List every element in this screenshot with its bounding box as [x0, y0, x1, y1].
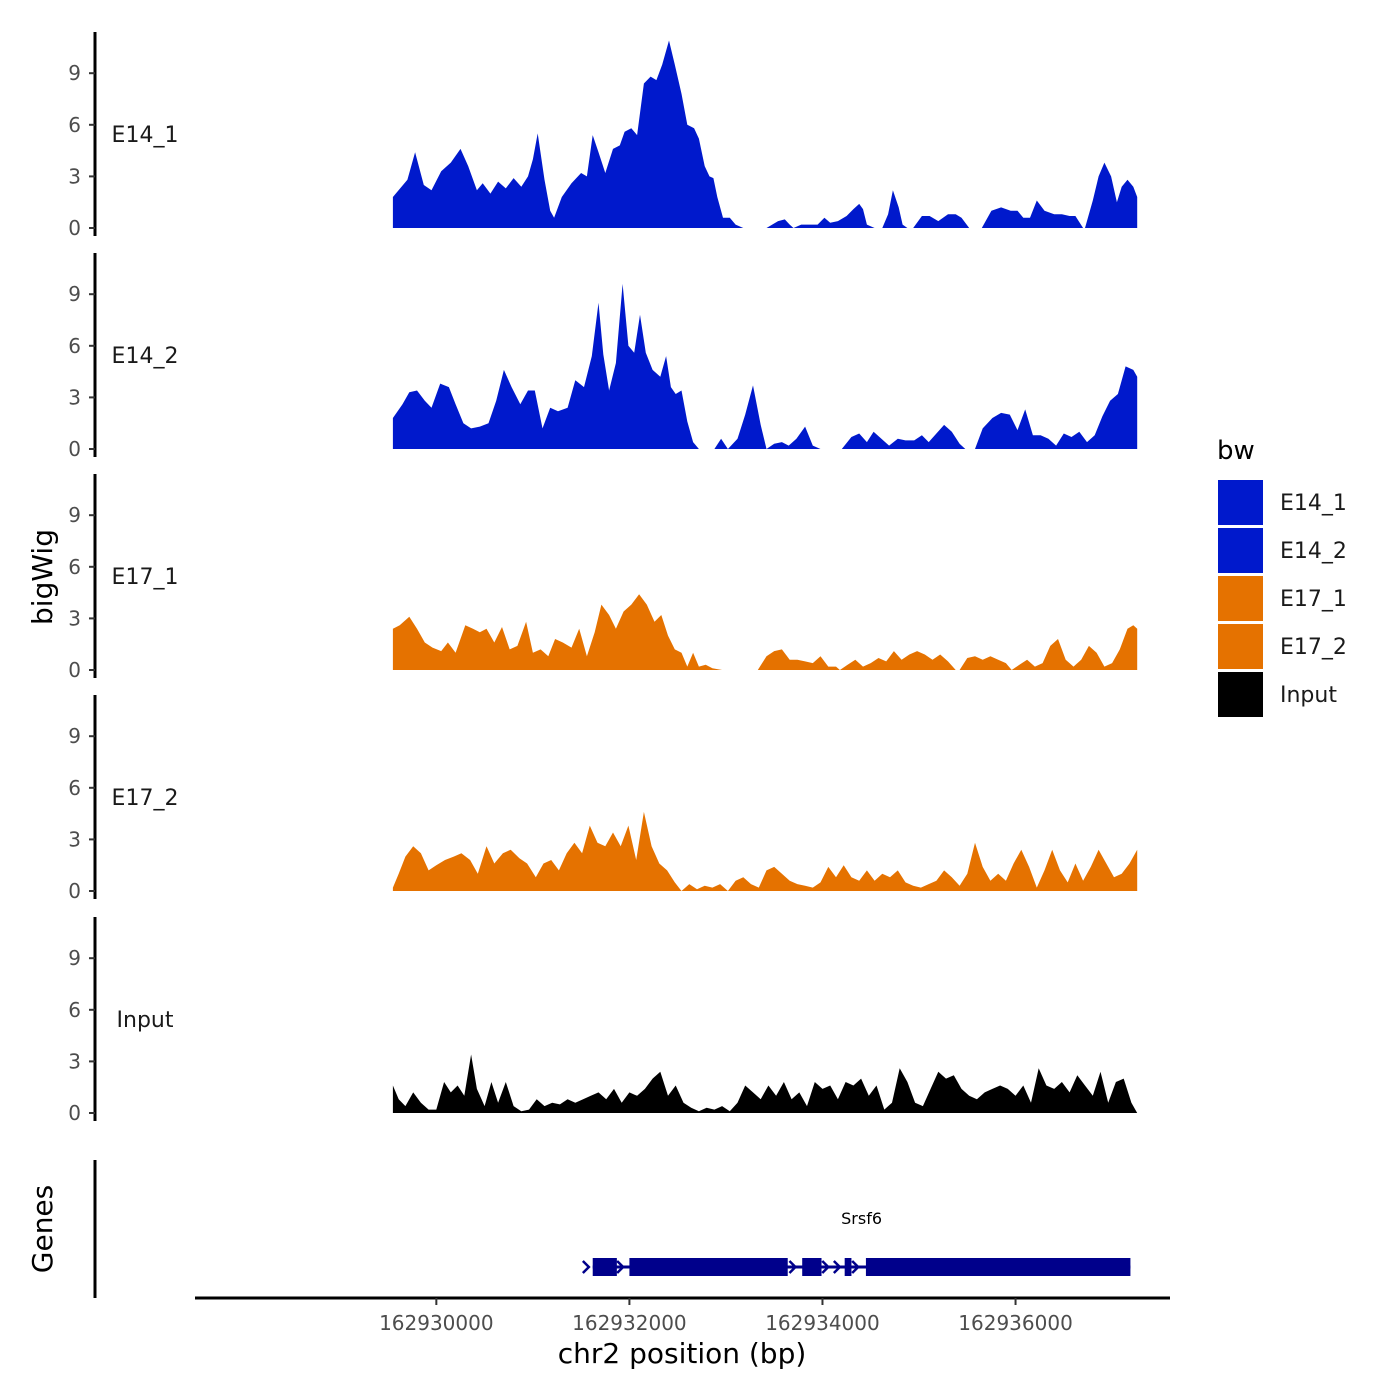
y-tick-label: 0	[68, 1101, 81, 1125]
y-tick-label: 3	[68, 827, 81, 851]
y-tick-label: 0	[68, 216, 81, 240]
area-E14_2	[841, 424, 966, 449]
track-Input: 0 3 6 9 Input	[68, 917, 1138, 1125]
x-axis-title: chr2 position (bp)	[558, 1337, 807, 1370]
x-tick-label: 162936000	[958, 1311, 1073, 1335]
area-Input	[392, 1054, 1138, 1113]
y-tick-label: 9	[68, 282, 81, 306]
track-label: E14_1	[112, 123, 179, 148]
area-E14_2	[714, 385, 821, 449]
area-E14_1	[392, 40, 744, 228]
legend-title: bw	[1217, 436, 1255, 466]
y-tick-label: 6	[68, 555, 81, 579]
strand-arrow	[616, 1260, 625, 1274]
area-E14_2	[975, 366, 1138, 449]
area-E17_1	[757, 649, 956, 670]
legend-swatch	[1218, 624, 1263, 669]
legend-swatch	[1218, 672, 1263, 717]
y-tick-label: 6	[68, 113, 81, 137]
legend-label: E14_2	[1280, 539, 1347, 564]
y-tick-label: 6	[68, 776, 81, 800]
legend-swatch	[1218, 480, 1263, 525]
y-tick-label: 9	[68, 503, 81, 527]
track-label: E17_1	[112, 565, 179, 590]
area-E14_2	[392, 283, 699, 449]
area-E17_1	[392, 594, 723, 670]
track-label: Input	[117, 1008, 174, 1033]
strand-arrow	[581, 1260, 591, 1274]
gene-exon	[802, 1258, 822, 1276]
track-E14_1: 0 3 6 9 E14_1	[68, 32, 1138, 240]
y-axis-title: bigWig	[26, 529, 59, 625]
y-tick-label: 6	[68, 998, 81, 1022]
track-label: E14_2	[112, 344, 179, 369]
y-tick-label: 9	[68, 946, 81, 970]
gene-track: Srsf6	[93, 1160, 1131, 1298]
y-tick-label: 3	[68, 385, 81, 409]
y-tick-label: 9	[68, 61, 81, 85]
legend-label: E17_1	[1280, 587, 1347, 612]
y-tick-label: 0	[68, 658, 81, 682]
gene-exon	[865, 1258, 1131, 1276]
y-tick-label: 3	[68, 1049, 81, 1073]
area-E14_1	[981, 200, 1084, 228]
tracks-layer: 0 3 6 9 E14_1 0 3 6 9 E14_2 0 3 6 9 E17_1 0 3 6 9 E17_2 0 3 6 9…	[68, 32, 1138, 1125]
y-tick-label: 6	[68, 334, 81, 358]
y-tick-label: 3	[68, 164, 81, 188]
x-tick-label: 162930000	[379, 1311, 494, 1335]
legend: bw E14_1 E14_2 E17_1 E17_2 Input	[1217, 436, 1347, 717]
gene-exon	[844, 1258, 852, 1276]
legend-label: Input	[1280, 683, 1337, 708]
area-E14_1	[766, 203, 875, 228]
legend-label: E17_2	[1280, 635, 1347, 660]
y-tick-label: 9	[68, 724, 81, 748]
genes-axis-title: Genes	[26, 1185, 59, 1273]
area-E14_1	[1085, 162, 1138, 228]
y-tick-label: 0	[68, 437, 81, 461]
legend-label: E14_1	[1280, 491, 1347, 516]
area-E14_1	[913, 214, 970, 228]
x-axis: 162930000 162932000 162934000 162936000	[195, 1296, 1170, 1335]
area-E14_1	[882, 190, 908, 228]
x-tick-label: 162932000	[572, 1311, 687, 1335]
legend-swatch	[1218, 528, 1263, 573]
track-E17_2: 0 3 6 9 E17_2	[68, 695, 1138, 903]
gene-exon	[592, 1258, 617, 1276]
gene-label: Srsf6	[841, 1209, 882, 1228]
strand-arrow	[821, 1260, 831, 1274]
strand-arrow	[788, 1260, 798, 1274]
strand-arrow	[851, 1260, 860, 1274]
legend-swatch	[1218, 576, 1263, 621]
track-label: E17_2	[112, 786, 179, 811]
gene-exon	[629, 1258, 788, 1276]
track-E17_1: 0 3 6 9 E17_1	[68, 474, 1138, 682]
y-tick-label: 0	[68, 879, 81, 903]
area-E17_2	[392, 811, 1138, 891]
y-tick-label: 3	[68, 606, 81, 630]
x-tick-label: 162934000	[765, 1311, 880, 1335]
track-E14_2: 0 3 6 9 E14_2	[68, 253, 1138, 461]
strand-arrow	[832, 1260, 842, 1274]
area-E17_1	[959, 625, 1138, 670]
